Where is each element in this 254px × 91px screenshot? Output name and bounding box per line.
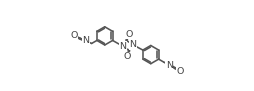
Text: O: O [124,30,132,39]
Text: O: O [70,31,78,40]
Text: N: N [82,36,89,45]
Text: O: O [176,67,183,76]
Text: N: N [165,61,172,70]
Text: N: N [119,42,126,51]
Text: N: N [129,40,136,49]
Text: O: O [123,52,130,61]
